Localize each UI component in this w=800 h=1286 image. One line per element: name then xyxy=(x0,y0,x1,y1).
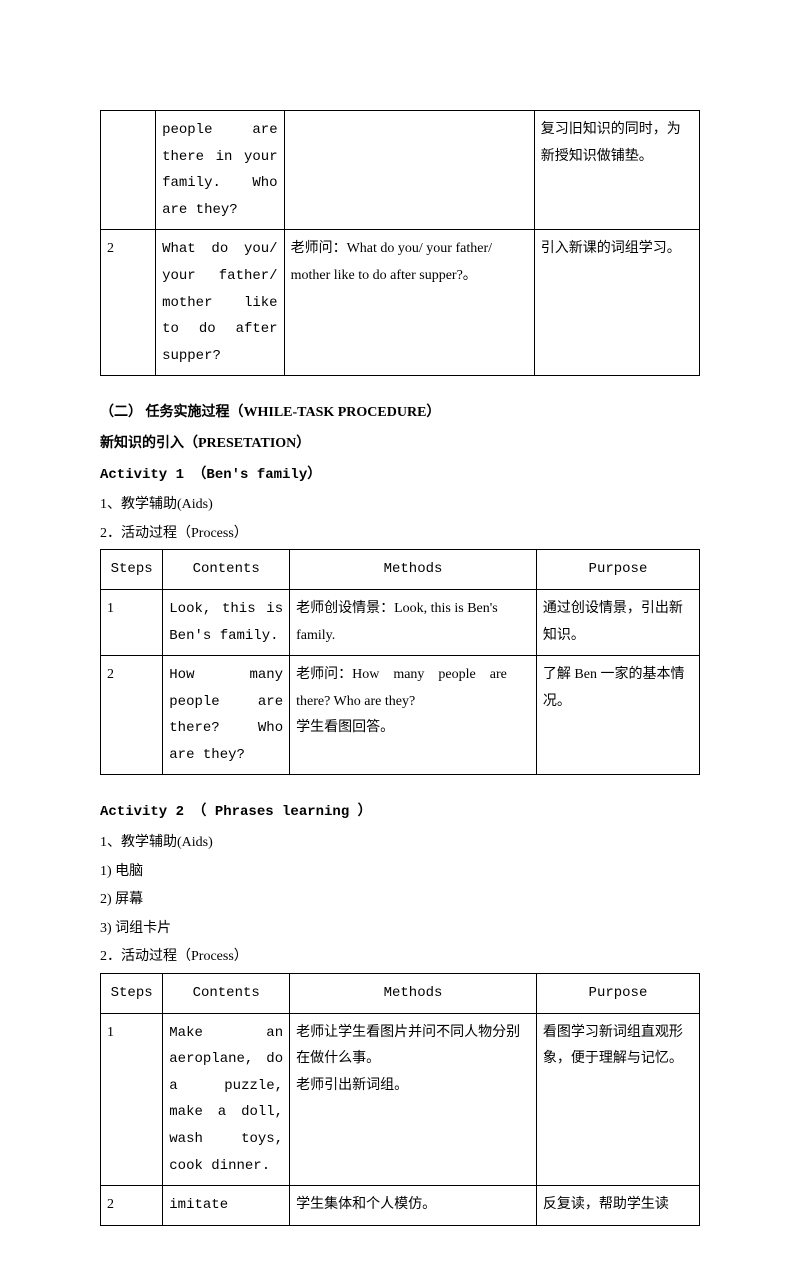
cell-methods: 学生集体和个人模仿。 xyxy=(290,1186,537,1226)
activity2-process: 2．活动过程（Process） xyxy=(100,944,700,971)
cell-contents: Look, this is Ben's family. xyxy=(163,589,290,655)
cell-purpose: 反复读，帮助学生读 xyxy=(536,1186,699,1226)
table-header-row: Steps Contents Methods Purpose xyxy=(101,974,700,1014)
methods-line1: 老师问：How many people are there? Who are t… xyxy=(296,667,507,709)
cell-contents: What do you/ your father/ mother like to… xyxy=(156,230,285,376)
table-row: people are there in your family. Who are… xyxy=(101,111,700,230)
activity2-item1: 1) 电脑 xyxy=(100,859,700,886)
section-title: （二） 任务实施过程（WHILE-TASK PROCEDURE） xyxy=(100,400,700,427)
table-activity1: Steps Contents Methods Purpose 1 Look, t… xyxy=(100,549,700,775)
header-methods: Methods xyxy=(290,550,537,590)
cell-methods: 老师创设情景：Look, this is Ben's family. xyxy=(290,589,537,655)
activity2-title: Activity 2 （ Phrases learning ） xyxy=(100,799,700,826)
table-row: 1 Make an aeroplane, do a puzzle, make a… xyxy=(101,1013,700,1186)
methods-line1: 老师让学生看图片并问不同人物分别在做什么事。 xyxy=(296,1025,520,1067)
cell-contents: imitate xyxy=(163,1186,290,1226)
table-row: 2 imitate 学生集体和个人模仿。 反复读，帮助学生读 xyxy=(101,1186,700,1226)
activity2-item3: 3) 词组卡片 xyxy=(100,916,700,943)
cell-contents: How many people are there? Who are they? xyxy=(163,656,290,775)
header-steps: Steps xyxy=(101,550,163,590)
header-contents: Contents xyxy=(163,550,290,590)
cell-step: 2 xyxy=(101,1186,163,1226)
cell-step: 1 xyxy=(101,1013,163,1186)
cell-step: 1 xyxy=(101,589,163,655)
activity2-item2: 2) 屏幕 xyxy=(100,887,700,914)
cell-purpose: 复习旧知识的同时，为新授知识做铺垫。 xyxy=(534,111,699,230)
table-activity2: Steps Contents Methods Purpose 1 Make an… xyxy=(100,973,700,1226)
cell-step: 2 xyxy=(101,230,156,376)
cell-methods xyxy=(284,111,534,230)
activity1-aids: 1、教学辅助(Aids) xyxy=(100,492,700,519)
activity1-title: Activity 1 （Ben's family） xyxy=(100,462,700,489)
cell-purpose: 引入新课的词组学习。 xyxy=(534,230,699,376)
section-subtitle: 新知识的引入（PRESETATION） xyxy=(100,431,700,458)
table-row: 2 What do you/ your father/ mother like … xyxy=(101,230,700,376)
cell-methods: 老师问：How many people are there? Who are t… xyxy=(290,656,537,775)
cell-purpose: 了解 Ben 一家的基本情况。 xyxy=(536,656,699,775)
cell-contents: people are there in your family. Who are… xyxy=(156,111,285,230)
header-contents: Contents xyxy=(163,974,290,1014)
header-methods: Methods xyxy=(290,974,537,1014)
cell-purpose: 看图学习新词组直观形象，便于理解与记忆。 xyxy=(536,1013,699,1186)
cell-purpose: 通过创设情景，引出新知识。 xyxy=(536,589,699,655)
header-purpose: Purpose xyxy=(536,550,699,590)
cell-methods: 老师让学生看图片并问不同人物分别在做什么事。 老师引出新词组。 xyxy=(290,1013,537,1186)
table-pretask: people are there in your family. Who are… xyxy=(100,110,700,376)
header-steps: Steps xyxy=(101,974,163,1014)
methods-line2: 学生看图回答。 xyxy=(296,720,394,735)
table-header-row: Steps Contents Methods Purpose xyxy=(101,550,700,590)
cell-methods: 老师问：What do you/ your father/ mother lik… xyxy=(284,230,534,376)
cell-step xyxy=(101,111,156,230)
header-purpose: Purpose xyxy=(536,974,699,1014)
methods-line2: 老师引出新词组。 xyxy=(296,1078,408,1093)
cell-step: 2 xyxy=(101,656,163,775)
activity2-aids: 1、教学辅助(Aids) xyxy=(100,830,700,857)
cell-contents: Make an aeroplane, do a puzzle, make a d… xyxy=(163,1013,290,1186)
table-row: 2 How many people are there? Who are the… xyxy=(101,656,700,775)
activity1-process: 2．活动过程（Process） xyxy=(100,521,700,548)
table-row: 1 Look, this is Ben's family. 老师创设情景：Loo… xyxy=(101,589,700,655)
